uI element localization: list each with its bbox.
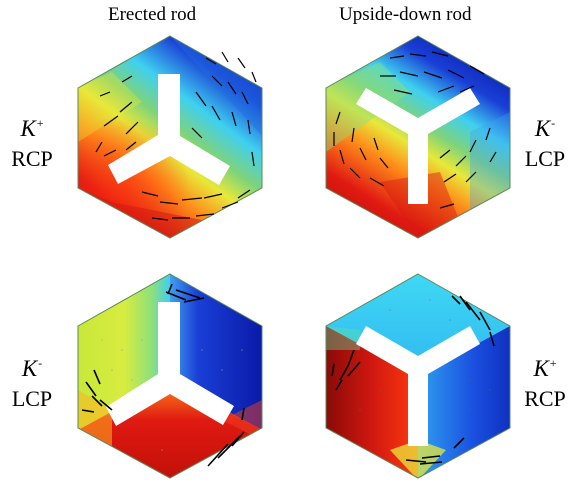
polarization-label: RCP [524, 386, 566, 411]
field-map-top-right [325, 35, 511, 239]
rod-cross-section [356, 88, 480, 204]
field-arrows [333, 51, 497, 209]
field-arrows [331, 295, 495, 465]
polarization-label: RCP [11, 146, 53, 171]
polarization-label: LCP [11, 386, 53, 411]
field-arrows [81, 283, 245, 467]
column-title-upside-down: Upside-down rod [339, 4, 472, 25]
field-dots [359, 299, 491, 411]
field-arrows [95, 51, 257, 221]
field-map-top-left [77, 35, 263, 239]
field-map-bottom-left [77, 273, 263, 479]
column-title-erected: Erected rod [108, 4, 197, 25]
k-symbol: K [21, 356, 38, 381]
rod-cross-section [108, 74, 230, 185]
label-bottom-right: K+ RCP [515, 348, 574, 414]
rod-cross-section [356, 326, 480, 446]
label-top-left: K+ RCP [2, 108, 62, 174]
k-sign: - [551, 116, 556, 130]
polarization-label: LCP [524, 146, 566, 171]
label-top-right: K- LCP [515, 108, 574, 174]
label-bottom-left: K- LCP [2, 348, 62, 414]
k-sign: - [38, 356, 43, 370]
rod-cross-section [106, 302, 234, 426]
field-map-bottom-right [325, 273, 511, 479]
k-symbol: K [534, 116, 551, 141]
k-sign: + [549, 356, 557, 370]
k-symbol: K [533, 356, 549, 381]
k-symbol: K [20, 116, 36, 141]
field-dots [101, 339, 243, 451]
k-sign: + [36, 116, 44, 130]
